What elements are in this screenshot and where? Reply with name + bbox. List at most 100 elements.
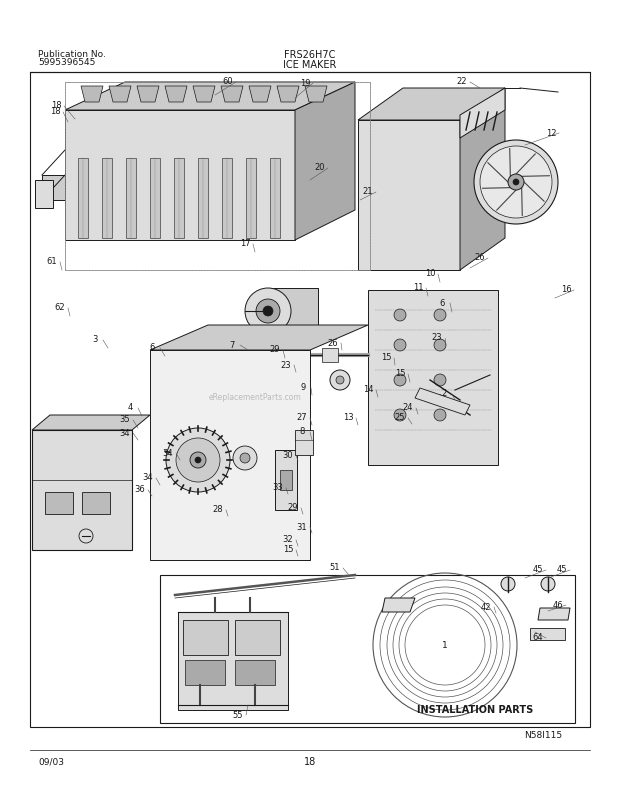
Circle shape xyxy=(508,174,524,190)
Text: 23: 23 xyxy=(281,361,291,370)
Polygon shape xyxy=(193,86,215,102)
Circle shape xyxy=(245,288,291,334)
Circle shape xyxy=(190,452,206,468)
Polygon shape xyxy=(382,598,415,612)
Bar xyxy=(295,430,313,455)
Circle shape xyxy=(394,339,406,351)
Bar xyxy=(530,628,565,640)
Circle shape xyxy=(501,577,515,591)
Circle shape xyxy=(336,376,344,384)
Text: ICE MAKER: ICE MAKER xyxy=(283,60,337,70)
Polygon shape xyxy=(322,348,338,362)
Text: 46: 46 xyxy=(552,600,564,610)
Circle shape xyxy=(79,529,93,543)
Circle shape xyxy=(394,374,406,386)
Polygon shape xyxy=(415,388,470,415)
Polygon shape xyxy=(295,82,355,240)
Polygon shape xyxy=(305,86,327,102)
Polygon shape xyxy=(358,120,460,270)
Text: 26: 26 xyxy=(475,254,485,262)
Polygon shape xyxy=(282,348,298,362)
Text: 19: 19 xyxy=(299,79,310,87)
Polygon shape xyxy=(221,86,243,102)
Polygon shape xyxy=(270,158,280,238)
Text: 26: 26 xyxy=(328,339,339,347)
Polygon shape xyxy=(65,110,295,240)
Polygon shape xyxy=(109,86,131,102)
Text: 21: 21 xyxy=(363,187,373,197)
Text: 34: 34 xyxy=(162,449,174,458)
Text: 25: 25 xyxy=(395,413,405,423)
Polygon shape xyxy=(165,86,187,102)
Text: 12: 12 xyxy=(546,128,556,137)
Polygon shape xyxy=(268,288,318,335)
Text: 7: 7 xyxy=(229,340,235,350)
Text: 17: 17 xyxy=(240,239,250,248)
Text: 31: 31 xyxy=(297,523,308,531)
Text: 6: 6 xyxy=(440,298,445,308)
Circle shape xyxy=(474,140,558,224)
Text: 4: 4 xyxy=(127,404,133,412)
Text: 9: 9 xyxy=(300,384,306,393)
Polygon shape xyxy=(42,175,65,200)
Text: 30: 30 xyxy=(283,450,293,459)
Circle shape xyxy=(166,428,230,492)
Text: 2: 2 xyxy=(441,389,446,399)
Polygon shape xyxy=(150,325,368,350)
Circle shape xyxy=(480,146,552,218)
Text: 22: 22 xyxy=(457,78,467,86)
Text: 11: 11 xyxy=(413,284,423,293)
Circle shape xyxy=(330,370,350,390)
Circle shape xyxy=(434,339,446,351)
Bar xyxy=(275,450,297,510)
Polygon shape xyxy=(249,86,271,102)
Text: Publication No.: Publication No. xyxy=(38,50,106,59)
Text: 60: 60 xyxy=(223,78,233,86)
Circle shape xyxy=(263,306,273,316)
Circle shape xyxy=(256,299,280,323)
Text: 24: 24 xyxy=(403,404,414,412)
Polygon shape xyxy=(358,88,505,120)
Text: 13: 13 xyxy=(343,413,353,423)
Text: INSTALLATION PARTS: INSTALLATION PARTS xyxy=(417,705,533,715)
Circle shape xyxy=(513,179,519,185)
Text: 16: 16 xyxy=(560,285,571,294)
Text: 62: 62 xyxy=(55,304,65,312)
Text: 27: 27 xyxy=(297,413,308,423)
Text: 18: 18 xyxy=(304,757,316,767)
Text: 15: 15 xyxy=(283,546,293,554)
Text: 29: 29 xyxy=(288,504,298,512)
Polygon shape xyxy=(150,158,160,238)
Bar xyxy=(185,660,225,685)
Polygon shape xyxy=(78,158,88,238)
Text: 29: 29 xyxy=(270,346,280,354)
Text: 51: 51 xyxy=(330,564,340,573)
Bar xyxy=(82,492,110,514)
Circle shape xyxy=(176,438,220,482)
Text: 61: 61 xyxy=(46,258,57,266)
Text: 15: 15 xyxy=(395,370,405,378)
Bar xyxy=(280,470,292,490)
Polygon shape xyxy=(538,608,570,620)
Text: 8: 8 xyxy=(299,427,304,436)
Text: 15: 15 xyxy=(381,354,391,362)
Text: eReplacementParts.com: eReplacementParts.com xyxy=(208,393,301,403)
Polygon shape xyxy=(174,158,184,238)
Text: 35: 35 xyxy=(120,416,130,424)
Text: 34: 34 xyxy=(143,473,153,482)
Circle shape xyxy=(434,309,446,321)
Circle shape xyxy=(394,309,406,321)
Text: N58I115: N58I115 xyxy=(524,731,562,741)
Text: 18: 18 xyxy=(51,102,61,110)
Text: 33: 33 xyxy=(273,484,283,492)
Text: 45: 45 xyxy=(533,565,543,574)
Circle shape xyxy=(541,577,555,591)
Bar xyxy=(150,350,310,560)
Circle shape xyxy=(434,374,446,386)
Text: 1: 1 xyxy=(442,641,448,649)
Polygon shape xyxy=(460,88,505,270)
Polygon shape xyxy=(32,415,150,430)
Bar xyxy=(178,612,288,710)
Bar xyxy=(45,492,73,514)
Text: 32: 32 xyxy=(283,535,293,545)
